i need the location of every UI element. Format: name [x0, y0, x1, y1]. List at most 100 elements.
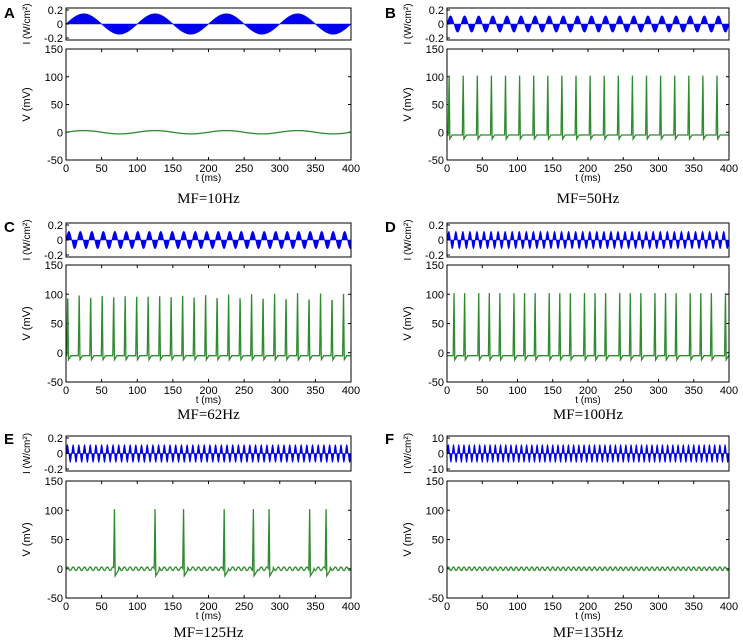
x-tick-label: 100 [128, 163, 146, 175]
x-tick-label: 150 [164, 385, 182, 397]
voltage-trace [447, 75, 729, 142]
current-waveform [65, 444, 352, 463]
x-tick-label: 350 [685, 385, 703, 397]
voltage-tick-label: 0 [57, 127, 63, 139]
x-axis-label: t (ms) [575, 395, 601, 406]
current-ylabel: I (W/cm²) [403, 219, 414, 260]
x-tick-label: 400 [720, 385, 738, 397]
voltage-tick-label: -50 [47, 155, 63, 167]
x-tick-label: 400 [720, 163, 738, 175]
voltage-trace [447, 293, 730, 363]
x-tick-label: 400 [720, 601, 738, 613]
x-tick-label: 250 [614, 385, 632, 397]
mf-caption: MF=50Hz [557, 191, 620, 207]
x-tick-label: 200 [199, 163, 217, 175]
voltage-tick-label: -50 [428, 155, 444, 167]
x-tick-label: 350 [306, 385, 324, 397]
panel-letter: A [4, 5, 15, 22]
x-tick-label: 300 [649, 601, 667, 613]
panel-letter: F [385, 431, 394, 448]
current-tick-label: 0 [57, 19, 63, 31]
current-ylabel: I (W/cm²) [22, 433, 33, 474]
x-tick-label: 100 [128, 385, 146, 397]
x-tick-label: 0 [444, 163, 450, 175]
panel-letter: C [4, 219, 15, 236]
current-waveform [446, 230, 730, 250]
x-tick-label: 200 [579, 385, 597, 397]
current-tick-label: -10 [428, 464, 444, 476]
voltage-tick-label: 50 [432, 319, 444, 331]
x-tick-label: 350 [306, 601, 324, 613]
voltage-axes-box [65, 480, 352, 599]
voltage-ylabel: V (mV) [402, 522, 414, 556]
current-tick-label: 0 [57, 449, 63, 461]
x-tick-label: 300 [271, 601, 289, 613]
current-ylabel: I (W/cm²) [22, 3, 33, 44]
voltage-tick-label: 150 [45, 260, 63, 272]
x-tick-label: 100 [128, 601, 146, 613]
x-axis-label: t (ms) [196, 395, 222, 406]
x-tick-label: 400 [342, 163, 360, 175]
current-tick-label: -0.2 [425, 33, 444, 45]
voltage-tick-label: -50 [428, 593, 444, 605]
voltage-tick-label: 100 [45, 72, 63, 84]
voltage-tick-label: 150 [426, 44, 444, 56]
voltage-axes-box [446, 48, 730, 161]
current-tick-label: 0 [57, 235, 63, 247]
voltage-ylabel: V (mV) [21, 87, 33, 121]
x-tick-label: 350 [685, 163, 703, 175]
x-tick-label: 400 [342, 385, 360, 397]
x-tick-label: 100 [508, 163, 526, 175]
voltage-ylabel: V (mV) [21, 522, 33, 556]
voltage-trace [65, 509, 352, 579]
mf-caption: MF=62Hz [177, 407, 240, 423]
voltage-tick-label: 100 [426, 72, 444, 84]
voltage-tick-label: 0 [57, 564, 63, 576]
voltage-tick-label: 100 [45, 505, 63, 517]
voltage-trace [65, 129, 352, 135]
x-tick-label: 50 [96, 163, 108, 175]
x-tick-label: 0 [444, 601, 450, 613]
voltage-trace [66, 293, 351, 363]
voltage-tick-label: -50 [47, 593, 63, 605]
voltage-tick-label: 150 [426, 476, 444, 488]
current-tick-label: -0.2 [425, 250, 444, 262]
mf-caption: MF=100Hz [553, 407, 623, 423]
x-axis-label: t (ms) [196, 611, 222, 622]
x-tick-label: 300 [649, 163, 667, 175]
x-tick-label: 300 [271, 385, 289, 397]
voltage-ylabel: V (mV) [21, 306, 33, 340]
voltage-axes-box [446, 480, 730, 599]
x-tick-label: 250 [235, 163, 253, 175]
x-tick-label: 150 [164, 601, 182, 613]
current-waveform [65, 13, 352, 35]
x-tick-label: 250 [614, 163, 632, 175]
x-tick-label: 50 [96, 385, 108, 397]
x-tick-label: 100 [508, 601, 526, 613]
x-tick-label: 150 [164, 163, 182, 175]
current-waveform [446, 443, 730, 464]
panel-letter: B [385, 5, 396, 22]
voltage-tick-label: 100 [426, 289, 444, 301]
x-tick-label: 200 [199, 385, 217, 397]
panel-letter: E [4, 431, 14, 448]
x-tick-label: 100 [508, 385, 526, 397]
mf-caption: MF=135Hz [553, 625, 623, 641]
x-tick-label: 250 [235, 601, 253, 613]
voltage-tick-label: 50 [51, 535, 63, 547]
voltage-ylabel: V (mV) [402, 306, 414, 340]
x-tick-label: 300 [649, 385, 667, 397]
x-tick-label: 0 [63, 601, 69, 613]
voltage-tick-label: 50 [432, 535, 444, 547]
voltage-tick-label: 150 [45, 476, 63, 488]
voltage-tick-label: 50 [51, 100, 63, 112]
current-tick-label: 0.2 [48, 433, 63, 445]
x-tick-label: 300 [271, 163, 289, 175]
mf-caption: MF=125Hz [173, 625, 243, 641]
x-axis-label: t (ms) [196, 173, 222, 184]
x-tick-label: 250 [614, 601, 632, 613]
x-tick-label: 0 [63, 385, 69, 397]
